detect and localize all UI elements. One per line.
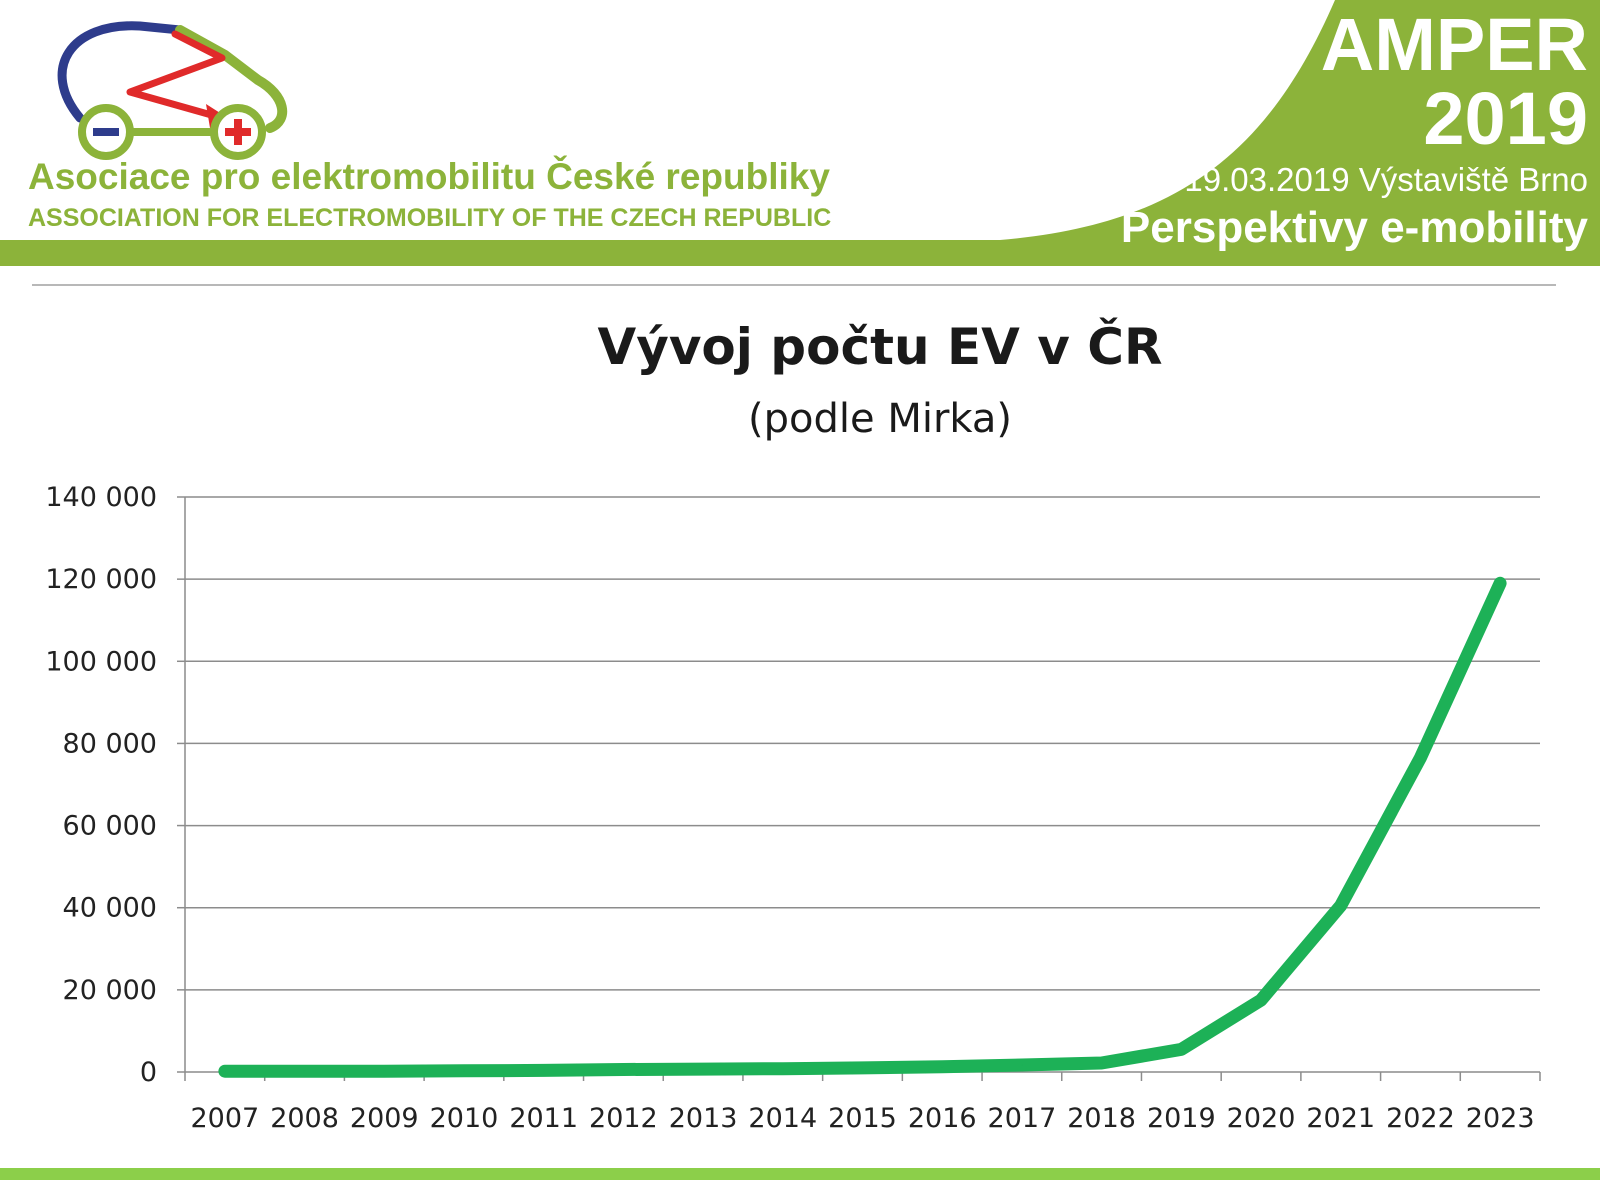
data-point xyxy=(622,1068,625,1071)
x-tick-label: 2017 xyxy=(988,1103,1057,1134)
chart-subtitle: (podle Mirka) xyxy=(748,396,1012,442)
data-point xyxy=(462,1069,465,1072)
data-point xyxy=(941,1065,944,1068)
x-tick-label: 2013 xyxy=(669,1103,738,1134)
data-point xyxy=(1419,756,1422,759)
event-year: 2019 xyxy=(1423,77,1588,160)
data-point xyxy=(1180,1048,1183,1051)
y-tick-label: 20 000 xyxy=(63,975,157,1006)
chart-tick-labels: 0 20 000 40 000 60 000 80 000 100 000 120 000 1… xyxy=(45,482,1534,1134)
x-tick-label: 2010 xyxy=(430,1103,499,1134)
x-tick-label: 2016 xyxy=(908,1103,977,1134)
x-tick-label: 2021 xyxy=(1306,1103,1375,1134)
electric-car-logo-icon xyxy=(57,21,288,160)
x-tick-label: 2009 xyxy=(350,1103,419,1134)
data-point xyxy=(223,1070,226,1073)
y-tick-label: 140 000 xyxy=(45,482,157,513)
y-tick-label: 120 000 xyxy=(45,564,157,595)
x-tick-label: 2020 xyxy=(1227,1103,1296,1134)
data-point xyxy=(542,1069,545,1072)
chart-axes xyxy=(177,496,1541,1081)
header-graphics xyxy=(0,0,1600,266)
header-divider xyxy=(32,284,1556,286)
org-name-cz: Asociace pro elektromobilitu České repub… xyxy=(28,156,830,197)
x-tick-label: 2014 xyxy=(748,1103,817,1134)
x-tick-label: 2012 xyxy=(589,1103,658,1134)
chart-title: Vývoj počtu EV v ČR xyxy=(597,318,1163,376)
data-point xyxy=(1260,999,1263,1002)
data-point xyxy=(702,1068,705,1071)
event-title: AMPER xyxy=(1320,3,1588,86)
chart-gridlines xyxy=(185,496,1540,991)
y-tick-label: 100 000 xyxy=(45,646,157,677)
y-tick-label: 80 000 xyxy=(63,728,157,759)
footer-bar xyxy=(0,1168,1600,1180)
slide-header: Asociace pro elektromobilitu České repub… xyxy=(0,0,1600,270)
y-tick-label: 60 000 xyxy=(63,811,157,842)
x-tick-label: 2008 xyxy=(270,1103,339,1134)
ev-count-series-line xyxy=(218,576,1507,1078)
data-point xyxy=(1100,1061,1103,1064)
data-point xyxy=(861,1066,864,1069)
y-tick-label: 40 000 xyxy=(63,893,157,924)
data-point xyxy=(1020,1064,1023,1067)
chart-series xyxy=(218,576,1507,1078)
event-date-place: 19.03.2019 Výstaviště Brno xyxy=(1184,161,1588,198)
y-tick-label: 0 xyxy=(140,1057,157,1088)
x-tick-label: 2022 xyxy=(1386,1103,1455,1134)
data-point xyxy=(781,1067,784,1070)
x-tick-label: 2011 xyxy=(509,1103,578,1134)
event-block: AMPER 2019 19.03.2019 Výstaviště Brno Pe… xyxy=(1120,3,1588,254)
header-green-band xyxy=(0,0,1600,266)
event-topic: Perspektivy e-mobility xyxy=(1120,203,1588,252)
data-point xyxy=(1499,582,1502,585)
x-tick-label: 2019 xyxy=(1147,1103,1216,1134)
data-point xyxy=(1339,904,1342,907)
x-tick-label: 2018 xyxy=(1067,1103,1136,1134)
data-point xyxy=(303,1070,306,1073)
x-tick-label: 2023 xyxy=(1466,1103,1535,1134)
data-point xyxy=(383,1070,386,1073)
x-tick-label: 2015 xyxy=(828,1103,897,1134)
org-name-en: ASSOCIATION FOR ELECTROMOBILITY OF THE C… xyxy=(28,204,832,232)
x-tick-label: 2007 xyxy=(190,1103,259,1134)
